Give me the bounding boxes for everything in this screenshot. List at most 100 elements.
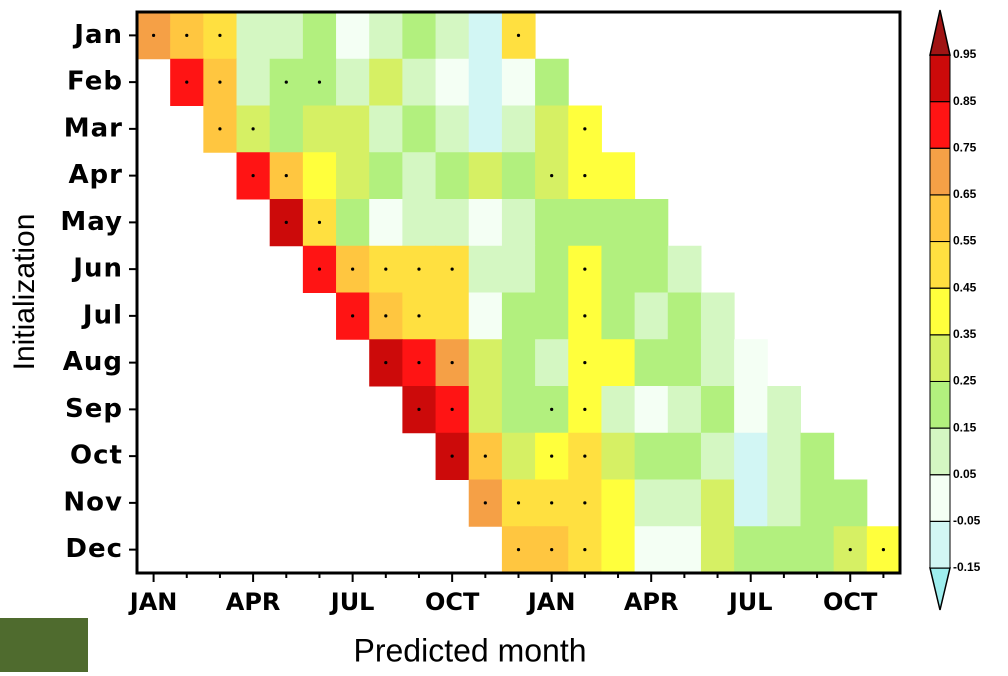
colorbar-label: 0.25 — [953, 374, 977, 388]
cell — [468, 58, 503, 106]
significance-dot — [317, 267, 322, 271]
cell — [667, 245, 702, 293]
x-tick-label: JUL — [329, 588, 375, 616]
significance-dot — [450, 361, 454, 365]
cell — [667, 432, 702, 480]
significance-dot — [583, 407, 587, 411]
cell — [501, 199, 536, 247]
cell — [468, 339, 503, 387]
cell — [767, 479, 801, 527]
cell — [402, 12, 437, 60]
cell — [468, 386, 503, 434]
cell — [468, 199, 503, 247]
colorbar-box — [929, 427, 951, 476]
cell — [601, 479, 636, 527]
colorbar-label: 0.35 — [953, 327, 977, 341]
significance-dot — [218, 33, 222, 37]
cell — [734, 339, 768, 387]
significance-dot — [384, 361, 388, 365]
x-axis-title: Predicted month — [353, 632, 586, 668]
cell — [634, 292, 669, 340]
cell — [501, 152, 536, 200]
cell — [667, 386, 702, 434]
cell — [435, 152, 470, 200]
cell — [302, 12, 337, 60]
photo-fragment — [0, 618, 88, 672]
cell — [601, 432, 636, 480]
cell — [601, 292, 636, 340]
cell — [535, 58, 569, 106]
significance-dot — [516, 548, 521, 552]
cell — [269, 105, 304, 153]
significance-dot — [185, 80, 189, 84]
colorbar-box — [929, 147, 951, 196]
x-tick-label: JUL — [727, 588, 773, 616]
significance-dot — [417, 314, 421, 318]
colorbar-label: -0.15 — [953, 560, 981, 574]
cell — [667, 479, 702, 527]
significance-dot — [583, 501, 587, 505]
cell — [402, 58, 437, 106]
y-tick-label: Mar — [64, 113, 123, 143]
cell — [634, 339, 669, 387]
significance-dot — [483, 501, 487, 505]
cell — [767, 432, 801, 480]
x-tick-label: OCT — [425, 588, 480, 616]
cell — [535, 339, 569, 387]
x-tick-label: JAN — [526, 588, 576, 616]
cell — [402, 152, 437, 200]
significance-dot — [881, 548, 886, 552]
significance-dot — [218, 80, 222, 84]
significance-dot — [583, 267, 587, 271]
cell — [269, 12, 304, 60]
colorbar-label: 0.65 — [953, 187, 977, 201]
x-tick-label: APR — [226, 588, 281, 616]
cell — [336, 105, 370, 153]
cell — [833, 479, 868, 527]
cell — [336, 58, 370, 106]
cell — [435, 58, 470, 106]
colorbar-box — [929, 334, 951, 382]
y-tick-label: Jun — [71, 254, 123, 284]
cell — [336, 12, 370, 60]
significance-dot — [417, 267, 421, 271]
significance-dot — [417, 407, 421, 411]
significance-dot — [516, 501, 521, 505]
cell — [435, 12, 470, 60]
cell — [435, 105, 470, 153]
significance-dot — [550, 407, 554, 411]
y-tick-label: May — [60, 207, 123, 237]
colorbar-box — [929, 101, 951, 149]
colorbar-label: 0.85 — [953, 94, 977, 108]
significance-dot — [151, 33, 156, 37]
significance-dot — [848, 548, 852, 552]
cell — [734, 432, 768, 480]
cell — [435, 292, 470, 340]
cell — [336, 152, 370, 200]
cell — [734, 479, 768, 527]
cell — [535, 245, 569, 293]
cell — [667, 339, 702, 387]
x-tick-label: OCT — [823, 588, 878, 616]
cell — [236, 12, 271, 60]
significance-dot — [550, 174, 554, 178]
colorbar-label: 0.05 — [953, 467, 977, 481]
significance-dot — [583, 314, 587, 318]
cell — [601, 199, 636, 247]
cell — [402, 199, 437, 247]
colorbar-under — [929, 567, 951, 611]
colorbar-box — [929, 241, 951, 289]
colorbar-box — [929, 54, 951, 103]
cell — [800, 479, 835, 527]
colorbar-label: 0.15 — [953, 420, 977, 434]
colorbar-label: 0.75 — [953, 140, 977, 154]
cell — [402, 105, 437, 153]
cell — [501, 292, 536, 340]
cell — [634, 199, 669, 247]
significance-dot — [583, 454, 587, 458]
significance-dot — [550, 548, 554, 552]
significance-dot — [583, 361, 587, 365]
cell — [667, 292, 702, 340]
significance-dot — [251, 174, 255, 178]
